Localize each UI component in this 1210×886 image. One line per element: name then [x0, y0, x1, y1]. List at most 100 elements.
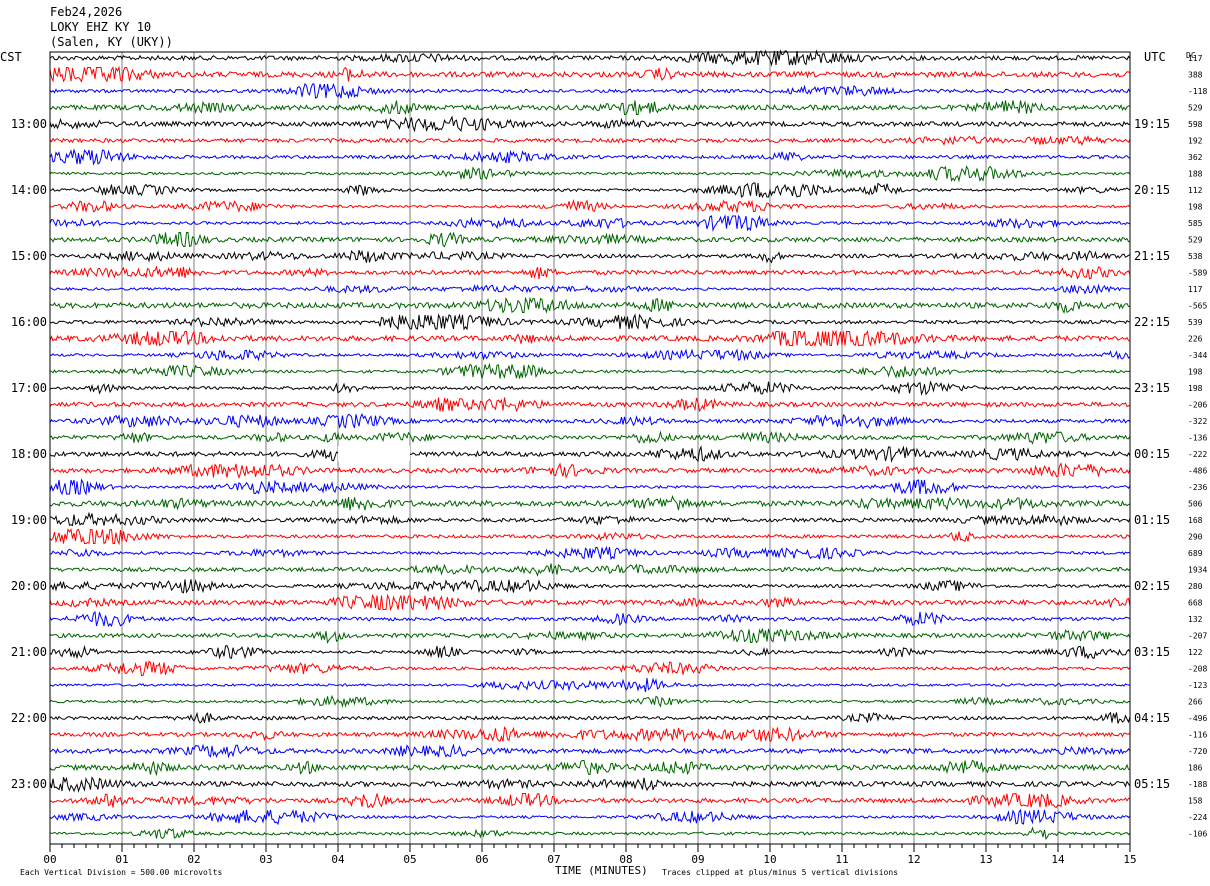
dc-column-label: DC [1186, 51, 1196, 60]
dc-offset-label: 188 [1188, 170, 1203, 179]
x-tick-label: 03 [259, 853, 272, 866]
utc-hour-label: 05:15 [1134, 777, 1170, 791]
header-station: LOKY EHZ KY 10 [50, 20, 151, 34]
x-tick-group: 00 01 02 03 04 05 06 07 08 09 10 11 12 13 14 15 [43, 844, 1137, 866]
seismic-trace [49, 380, 1131, 396]
x-tick-label: 13 [979, 853, 992, 866]
dc-offset-label: 290 [1188, 533, 1203, 542]
seismic-trace [49, 430, 1131, 445]
dc-offset-label: 506 [1188, 500, 1203, 509]
dc-offset-label: -589 [1188, 269, 1207, 278]
gap-group [338, 446, 410, 461]
seismic-trace [49, 397, 1131, 413]
seismic-trace [49, 329, 1131, 348]
x-tick-label: 09 [691, 853, 704, 866]
dc-offset-label: -322 [1188, 417, 1207, 426]
utc-axis-label: UTC [1144, 50, 1166, 64]
cst-hour-label: 22:00 [11, 711, 47, 725]
utc-hour-label: 20:15 [1134, 183, 1170, 197]
seismic-trace [49, 362, 1131, 379]
dc-offset-label: -236 [1188, 483, 1207, 492]
cst-hour-labels: 13:00 14:00 15:00 16:00 17:00 18:00 19:00 20:00… [11, 117, 47, 791]
dc-offset-label: 117 [1188, 54, 1203, 63]
dc-offset-label: 117 [1188, 285, 1203, 294]
seismic-trace [49, 511, 1131, 527]
dc-offset-label: -208 [1188, 665, 1207, 674]
seismic-trace [49, 265, 1131, 280]
x-tick-label: 14 [1051, 853, 1065, 866]
cst-hour-label: 15:00 [11, 249, 47, 263]
x-axis-title: TIME (MINUTES) [555, 864, 648, 877]
dc-offset-label: 388 [1188, 71, 1203, 80]
dc-offset-label: -106 [1188, 830, 1207, 839]
dc-offset-label: 538 [1188, 252, 1203, 261]
seismic-trace [49, 348, 1131, 362]
seismic-trace [49, 528, 1131, 546]
seismic-trace [49, 644, 1131, 660]
cst-hour-label: 18:00 [11, 447, 47, 461]
minute-grid [121, 52, 1059, 844]
utc-hour-label: 23:15 [1134, 381, 1170, 395]
utc-hour-label: 19:15 [1134, 117, 1170, 131]
dc-offset-label: 168 [1188, 516, 1203, 525]
seismic-trace [49, 100, 1131, 115]
dc-offset-label: 539 [1188, 318, 1203, 327]
dc-offset-label: -207 [1188, 632, 1207, 641]
dc-offset-label: 529 [1188, 104, 1203, 113]
x-tick-label: 02 [187, 853, 200, 866]
dc-offset-label: -222 [1188, 450, 1207, 459]
dc-offset-label: -123 [1188, 681, 1207, 690]
dc-offset-label: 122 [1188, 648, 1203, 657]
cst-hour-label: 21:00 [11, 645, 47, 659]
dc-offset-label: 198 [1188, 203, 1203, 212]
x-tick-label: 15 [1123, 853, 1136, 866]
seismic-trace [49, 677, 1131, 693]
x-tick-label: 08 [619, 853, 632, 866]
seismic-trace [49, 249, 1131, 264]
seismic-trace [49, 165, 1131, 183]
seismic-trace [49, 65, 1131, 83]
seismic-trace [49, 445, 1131, 463]
cst-hour-label: 14:00 [11, 183, 47, 197]
seismic-trace [49, 711, 1131, 724]
dc-offset-label: 668 [1188, 599, 1203, 608]
seismic-trace [49, 759, 1131, 777]
dc-offset-label: -565 [1188, 302, 1207, 311]
utc-hour-label: 22:15 [1134, 315, 1170, 329]
dc-offset-label: 529 [1188, 236, 1203, 245]
data-gap [338, 446, 410, 461]
x-tick-label: 06 [475, 853, 488, 866]
cst-hour-label: 17:00 [11, 381, 47, 395]
utc-hour-label: 03:15 [1134, 645, 1170, 659]
dc-offset-label: 280 [1188, 582, 1203, 591]
utc-hour-label: 21:15 [1134, 249, 1170, 263]
dc-offset-label: -118 [1188, 87, 1207, 96]
seismic-trace [49, 792, 1131, 809]
dc-offset-label: 186 [1188, 764, 1203, 773]
seismic-trace [49, 313, 1131, 331]
seismic-trace [49, 726, 1131, 743]
dc-offset-label: -224 [1188, 813, 1207, 822]
dc-offset-label: -344 [1188, 351, 1207, 360]
seismic-trace [49, 776, 1131, 793]
dc-offset-label: -206 [1188, 401, 1207, 410]
utc-hour-label: 00:15 [1134, 447, 1170, 461]
dc-offset-label: -486 [1188, 467, 1207, 476]
dc-offset-label: 226 [1188, 335, 1203, 344]
seismic-trace [49, 660, 1131, 676]
dc-offset-label: 112 [1188, 186, 1203, 195]
seismic-trace [49, 563, 1131, 577]
dc-offset-label: 198 [1188, 384, 1203, 393]
dc-offset-label: -720 [1188, 747, 1207, 756]
seismic-trace [49, 478, 1131, 496]
cst-hour-label: 16:00 [11, 315, 47, 329]
dc-offset-label: -116 [1188, 731, 1207, 740]
seismic-trace [49, 214, 1131, 232]
seismic-trace [49, 134, 1131, 146]
seismic-trace [49, 826, 1131, 841]
seismic-trace [49, 694, 1131, 708]
seismic-trace [49, 743, 1131, 759]
seismic-trace [49, 593, 1131, 612]
seismic-trace [49, 49, 1131, 67]
